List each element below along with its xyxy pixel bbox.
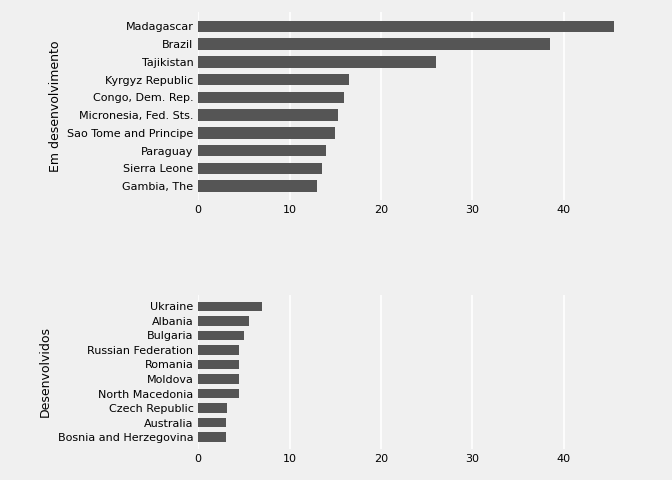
Bar	[198, 374, 239, 384]
Bar	[198, 316, 249, 325]
Bar	[198, 21, 614, 32]
Bar	[198, 56, 436, 68]
Y-axis label: Em desenvolvimento: Em desenvolvimento	[48, 40, 62, 172]
Bar	[198, 163, 322, 174]
Bar	[198, 360, 239, 369]
Bar	[198, 180, 317, 192]
Bar	[198, 38, 550, 50]
Bar	[198, 127, 335, 139]
Bar	[198, 418, 226, 427]
Bar	[198, 432, 226, 442]
Bar	[198, 145, 326, 156]
Bar	[198, 403, 228, 413]
Bar	[198, 331, 244, 340]
Bar	[198, 389, 239, 398]
Bar	[198, 92, 345, 103]
Bar	[198, 109, 338, 121]
Y-axis label: Desenvolvidos: Desenvolvidos	[39, 326, 52, 417]
Bar	[198, 345, 239, 355]
Bar	[198, 301, 262, 311]
Bar	[198, 74, 349, 85]
